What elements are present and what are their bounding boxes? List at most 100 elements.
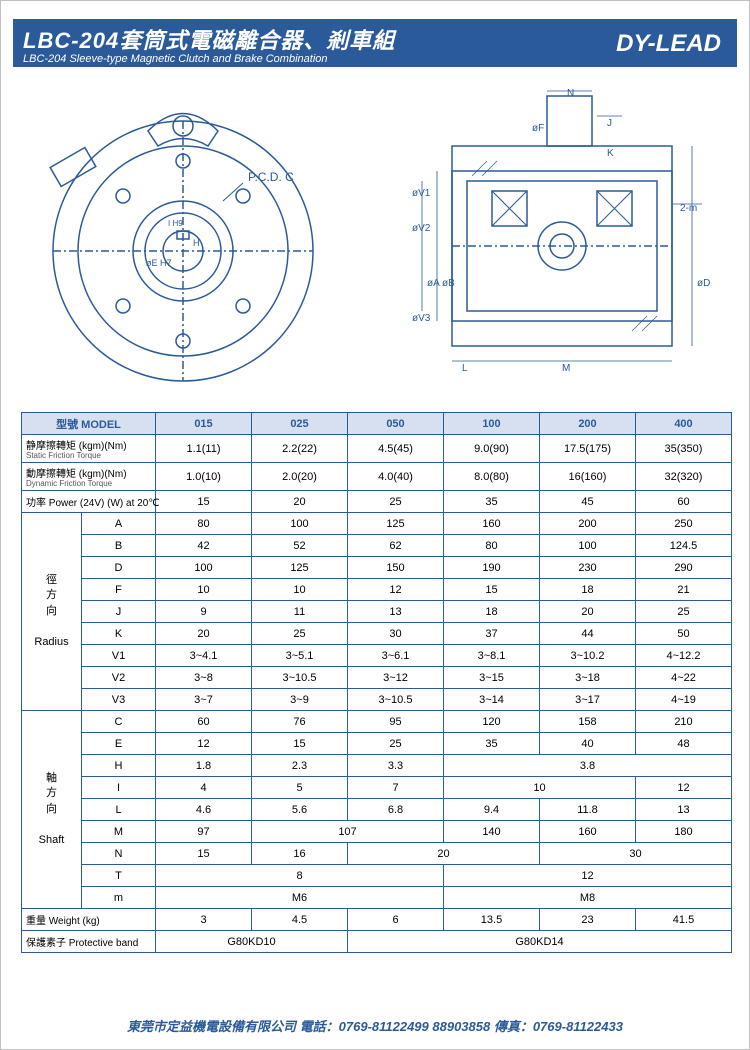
dim-2m: 2-m xyxy=(680,203,697,214)
cell: 16 xyxy=(252,843,348,865)
weight-row: 重量 Weight (kg) 34.5613.52341.5 xyxy=(22,909,732,931)
front-view-diagram: P.C.D. C øE H7 H I H9 xyxy=(28,86,338,396)
cell: 10 xyxy=(156,579,252,601)
cell: 3~10.2 xyxy=(540,645,636,667)
cell: 15 xyxy=(156,491,252,513)
cell: 3~15 xyxy=(444,667,540,689)
cell: 35 xyxy=(444,733,540,755)
param-key: m xyxy=(82,887,156,909)
cell: 3~18 xyxy=(540,667,636,689)
cell: 10 xyxy=(252,579,348,601)
cell: 120 xyxy=(444,711,540,733)
cell: 15 xyxy=(156,843,252,865)
cell: 95 xyxy=(348,711,444,733)
dim-a: øA xyxy=(427,278,440,289)
cell: 2.0(20) xyxy=(252,463,348,491)
param-key: N xyxy=(82,843,156,865)
table-row: V33~73~93~10.53~143~174~19 xyxy=(22,689,732,711)
cell: 4.6 xyxy=(156,799,252,821)
cell: 4~12.2 xyxy=(636,645,732,667)
cell: 107 xyxy=(252,821,444,843)
dynamic-sub: Dynamic Friction Torque xyxy=(26,480,153,488)
cell: 100 xyxy=(540,535,636,557)
cell: 160 xyxy=(444,513,540,535)
cell: 2.2(22) xyxy=(252,435,348,463)
model-header: 型號 MODEL xyxy=(22,413,156,435)
cell: 48 xyxy=(636,733,732,755)
cell: 8.0(80) xyxy=(444,463,540,491)
side-view-diagram: øV1 øV2 øA øB øV3 øF J K N L M 2-m øD xyxy=(372,86,722,396)
dim-b: øB xyxy=(442,278,455,289)
dim-v1: øV1 xyxy=(412,188,431,199)
cell: 160 xyxy=(540,821,636,843)
cell: 20 xyxy=(156,623,252,645)
cell: 44 xyxy=(540,623,636,645)
cell: 3~5.1 xyxy=(252,645,348,667)
cell: 3~8.1 xyxy=(444,645,540,667)
dim-j: J xyxy=(607,118,612,129)
cell: 12 xyxy=(348,579,444,601)
param-key: M xyxy=(82,821,156,843)
cell: 4.5 xyxy=(252,909,348,931)
dim-h: H xyxy=(193,238,200,248)
cell: 3~14 xyxy=(444,689,540,711)
dim-k: K xyxy=(607,148,614,159)
cell: 18 xyxy=(444,601,540,623)
cell: 25 xyxy=(348,733,444,755)
footer-text: 東莞市定益機電設備有限公司 電話：0769-81122499 88903858 … xyxy=(1,1016,749,1035)
table-row: I4571012 xyxy=(22,777,732,799)
cell: 13 xyxy=(636,799,732,821)
cell: 35(350) xyxy=(636,435,732,463)
radius-group: 徑方向Radius xyxy=(22,513,82,711)
cell: 5.6 xyxy=(252,799,348,821)
cell: 4.0(40) xyxy=(348,463,444,491)
cell: 16(160) xyxy=(540,463,636,491)
cell: 35 xyxy=(444,491,540,513)
param-key: V2 xyxy=(82,667,156,689)
dynamic-row: 動摩擦轉矩 (kgm)(Nm)Dynamic Friction Torque 1… xyxy=(22,463,732,491)
table-row: 軸方向ShaftC607695120158210 xyxy=(22,711,732,733)
cell: 18 xyxy=(540,579,636,601)
cell: 41.5 xyxy=(636,909,732,931)
cell: 76 xyxy=(252,711,348,733)
cell: 2.3 xyxy=(252,755,348,777)
cell: 3 xyxy=(156,909,252,931)
param-key: I xyxy=(82,777,156,799)
cell: 1.0(10) xyxy=(156,463,252,491)
cell: 7 xyxy=(348,777,444,799)
shaft-group: 軸方向Shaft xyxy=(22,711,82,909)
static-sub: Static Friction Torque xyxy=(26,452,153,460)
protective-row: 保護素子 Protective band G80KD10 G80KD14 xyxy=(22,931,732,953)
cell: 25 xyxy=(636,601,732,623)
dim-i: I H9 xyxy=(168,219,183,228)
param-key: E xyxy=(82,733,156,755)
param-key: A xyxy=(82,513,156,535)
cell: 210 xyxy=(636,711,732,733)
dim-d: øD xyxy=(697,278,710,289)
param-key: L xyxy=(82,799,156,821)
cell: 3~8 xyxy=(156,667,252,689)
param-key: F xyxy=(82,579,156,601)
cell: 11.8 xyxy=(540,799,636,821)
table-row: M97107140160180 xyxy=(22,821,732,843)
table-row: H1.82.33.33.8 xyxy=(22,755,732,777)
model-col: 025 xyxy=(252,413,348,435)
cell: 150 xyxy=(348,557,444,579)
cell: 20 xyxy=(348,843,540,865)
cell: 32(320) xyxy=(636,463,732,491)
cell: 3.8 xyxy=(444,755,732,777)
cell: 125 xyxy=(252,557,348,579)
cell: 80 xyxy=(156,513,252,535)
cell: 17.5(175) xyxy=(540,435,636,463)
param-key: C xyxy=(82,711,156,733)
cell: 200 xyxy=(540,513,636,535)
cell: 180 xyxy=(636,821,732,843)
weight-label: 重量 Weight (kg) xyxy=(22,909,156,931)
cell: 12 xyxy=(156,733,252,755)
header-row: 型號 MODEL 015 025 050 100 200 400 xyxy=(22,413,732,435)
cell: 100 xyxy=(252,513,348,535)
diagram-area: P.C.D. C øE H7 H I H9 øV1 øV2 øA øB øV3 xyxy=(1,67,749,412)
param-key: V1 xyxy=(82,645,156,667)
cell: 3~10.5 xyxy=(252,667,348,689)
model-col: 015 xyxy=(156,413,252,435)
